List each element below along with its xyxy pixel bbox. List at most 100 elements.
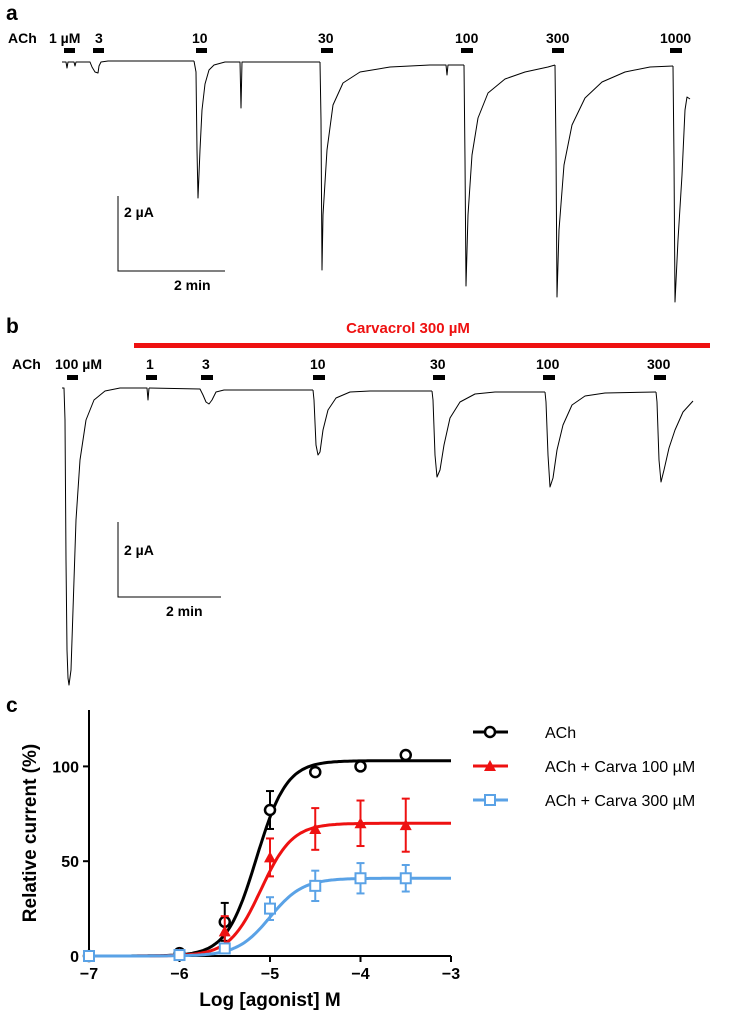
chart-legend: ACh ACh + Carva 100 µM ACh + Carva 300 µ… xyxy=(473,725,695,810)
app-bar-a-300 xyxy=(552,48,564,53)
legend-marker-carva300 xyxy=(484,794,496,806)
app-label-b-0: 100 µM xyxy=(55,356,102,372)
data-point xyxy=(263,803,277,817)
app-label-b-4: 30 xyxy=(430,356,446,372)
data-point xyxy=(218,925,231,937)
trace-b-100uM xyxy=(62,387,150,686)
panel-a-agonist-label: ACh xyxy=(8,30,37,46)
x-tick-label: −4 xyxy=(351,966,369,983)
trace-a-300 xyxy=(554,64,674,298)
x-tick-label: −3 xyxy=(442,966,460,983)
app-bar-b-100uM xyxy=(67,375,78,380)
trace-b-30 xyxy=(431,390,545,478)
data-point xyxy=(173,949,186,962)
app-label-b-2: 3 xyxy=(202,356,210,372)
panel-a-application-bars xyxy=(64,48,682,53)
scale-b-time: 2 min xyxy=(166,603,203,619)
panel-a-trace xyxy=(62,60,691,303)
app-bar-a-10 xyxy=(196,48,207,53)
trace-a-10 xyxy=(193,60,320,199)
data-point xyxy=(399,872,412,885)
series-2 xyxy=(83,862,451,962)
y-tick-label: 50 xyxy=(61,854,79,871)
x-tick-label: −5 xyxy=(261,966,279,983)
app-bar-b-30 xyxy=(433,375,445,380)
x-axis-label: Log [agonist] M xyxy=(199,990,340,1011)
legend-marker-carva100 xyxy=(484,760,496,771)
data-point xyxy=(399,819,412,831)
chart-series xyxy=(82,748,451,963)
app-bar-a-100 xyxy=(461,48,473,53)
legend-label-carva100: ACh + Carva 100 µM xyxy=(545,759,695,776)
x-tick-label: −6 xyxy=(170,966,188,983)
app-bar-b-1 xyxy=(146,375,157,380)
data-point xyxy=(309,879,322,892)
series-0 xyxy=(82,748,451,963)
data-point xyxy=(354,760,367,773)
data-point xyxy=(264,902,276,915)
data-point xyxy=(264,851,276,863)
blocker-label: Carvacrol 300 µM xyxy=(346,320,470,337)
scale-b-current: 2 µA xyxy=(124,542,154,558)
scale-a-current: 2 µA xyxy=(124,204,154,220)
scale-a-time: 2 min xyxy=(174,277,211,293)
legend-item-ach: ACh xyxy=(473,725,576,742)
app-bar-b-10 xyxy=(313,375,325,380)
trace-b-10 xyxy=(312,389,432,456)
app-bar-b-100 xyxy=(543,375,555,380)
app-bar-a-1000 xyxy=(670,48,682,53)
trace-a-1-3 xyxy=(62,60,194,74)
x-ticks: −7 −6 −5 −4 −3 xyxy=(80,956,460,983)
trace-a-100 xyxy=(463,64,556,287)
data-point xyxy=(309,822,322,834)
trace-b-100b xyxy=(544,391,657,488)
legend-marker-ach xyxy=(483,725,497,739)
scale-bar-b-lines xyxy=(117,522,221,598)
app-label-a-1: 3 xyxy=(95,30,103,46)
app-label-b-1: 1 xyxy=(146,356,154,372)
panel-a-letter: a xyxy=(6,2,18,25)
blocker-application-bar xyxy=(134,343,710,348)
app-bar-b-300 xyxy=(654,375,666,380)
y-tick-label: 0 xyxy=(70,949,79,966)
data-point xyxy=(399,748,412,762)
panel-b-scale-bar: 2 µA 2 min xyxy=(117,522,221,619)
app-label-b-5: 100 xyxy=(536,356,560,372)
panel-b-letter: b xyxy=(6,315,19,338)
legend-label-ach: ACh xyxy=(545,725,576,742)
x-tick-label: −7 xyxy=(80,966,98,983)
trace-b-1-3 xyxy=(148,387,313,405)
data-point xyxy=(218,942,231,955)
app-label-a-2: 10 xyxy=(192,30,208,46)
panel-c-letter: c xyxy=(6,694,18,717)
app-bar-a-3 xyxy=(93,48,104,53)
legend-item-carva300: ACh + Carva 300 µM xyxy=(473,793,695,810)
data-point xyxy=(309,765,322,779)
y-axis-label: Relative current (%) xyxy=(20,744,41,922)
trace-a-1000 xyxy=(672,65,691,303)
app-bar-a-30 xyxy=(321,48,333,53)
panel-b-agonist-label: ACh xyxy=(12,356,41,372)
y-ticks: 0 50 100 xyxy=(52,759,89,966)
app-bar-b-3 xyxy=(201,375,213,380)
app-bar-a-1 xyxy=(64,48,75,53)
app-label-a-3: 30 xyxy=(318,30,334,46)
app-label-a-0: 1 µM xyxy=(49,30,80,46)
legend-item-carva100: ACh + Carva 100 µM xyxy=(473,759,695,776)
panel-b-application-bars xyxy=(67,375,666,380)
scale-bar-a-lines xyxy=(117,196,225,272)
panel-a-scale-bar: 2 µA 2 min xyxy=(117,196,225,293)
app-label-b-3: 10 xyxy=(310,356,326,372)
app-label-a-6: 1000 xyxy=(660,30,691,46)
panel-b-trace xyxy=(62,387,694,686)
app-label-a-4: 100 xyxy=(455,30,479,46)
data-point xyxy=(354,817,367,829)
y-tick-label: 100 xyxy=(52,759,79,776)
data-point xyxy=(83,950,95,962)
data-point xyxy=(354,872,367,885)
app-label-b-6: 300 xyxy=(647,356,671,372)
trace-a-30 xyxy=(319,61,464,271)
legend-label-carva300: ACh + Carva 300 µM xyxy=(545,793,695,810)
trace-b-300 xyxy=(655,391,694,483)
